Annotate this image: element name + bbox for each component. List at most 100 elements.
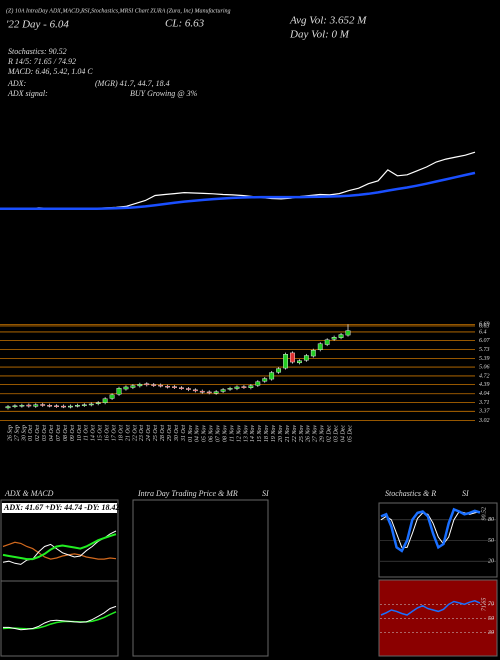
y-tick-label: 5.39	[479, 356, 490, 362]
candle-body	[269, 372, 275, 380]
x-tick-label: 24 Oct	[145, 425, 152, 441]
ma-label: '22 Day - 6.04	[6, 19, 69, 31]
candle-body	[123, 386, 129, 390]
y-tick-label: 3.02	[478, 418, 490, 424]
x-tick-label: 15 Nov	[257, 425, 263, 443]
x-tick-label: 03 Dec	[333, 425, 339, 442]
candle-body	[81, 404, 87, 406]
candle-body	[262, 378, 268, 382]
candle-body	[172, 386, 177, 388]
y-tick-label: 4.72	[479, 372, 490, 379]
candle-body	[12, 405, 18, 408]
candle-body	[26, 404, 32, 407]
x-tick-label: 26 Sep	[7, 425, 13, 441]
intraday-title: Intra Day Trading Price & MR	[137, 489, 238, 498]
candle-body	[130, 385, 136, 388]
adx-readout: ADX: 41.67 +DY: 44.74 -DY: 18.42	[3, 503, 120, 512]
y-tick-label: 5.73	[479, 347, 490, 353]
candle-body	[241, 386, 247, 388]
candle-body	[33, 404, 39, 407]
y-tick-label: 5.06	[479, 364, 490, 370]
info-signal-value: BUY Growing @ 3%	[130, 89, 198, 98]
price-line	[0, 151, 476, 210]
candle-body	[206, 391, 212, 394]
average-line	[0, 171, 476, 210]
candle-body	[303, 355, 309, 361]
candle-body	[338, 334, 344, 338]
x-tick-label: 20 Nov	[278, 425, 284, 443]
minus-di-line	[2, 541, 117, 560]
candle-body	[331, 336, 337, 340]
candle-body	[248, 385, 254, 388]
y-tick-label: 80	[488, 517, 494, 523]
x-tick-label: 08 Oct	[63, 425, 69, 441]
candle-body	[297, 360, 302, 364]
x-tick-label: 25 Nov	[299, 425, 305, 443]
candle-body	[234, 386, 240, 389]
x-tick-label: 02 Dec	[327, 425, 333, 442]
info-stochastics: Stochastics: 90.52	[8, 47, 67, 56]
stoch-k-line	[380, 507, 481, 553]
candle-body	[199, 390, 205, 393]
x-tick-label: 30 Sep	[21, 425, 27, 442]
x-tick-label: 21 Nov	[285, 425, 291, 443]
y-tick-label: 6.69	[479, 322, 490, 328]
x-tick-label: 17 Oct	[111, 425, 117, 441]
x-tick-label: 01 Oct	[28, 425, 34, 441]
x-tick-label: 19 Nov	[271, 425, 277, 443]
x-tick-label: 07 Oct	[56, 425, 62, 441]
candle-body	[54, 405, 59, 408]
stoch-frame	[378, 502, 498, 578]
candle-body	[109, 394, 115, 399]
x-tick-label: 27 Nov	[313, 425, 319, 443]
candle-body	[102, 398, 108, 403]
candle-body	[255, 381, 261, 386]
candle-body	[151, 384, 157, 386]
x-tick-label: 18 Nov	[264, 425, 270, 443]
y-tick-label: 6.07	[479, 338, 491, 344]
x-tick-label: 10 Oct	[77, 425, 83, 441]
y-tick-label: 70	[488, 602, 494, 608]
stoch-value-label: 90.52	[481, 507, 487, 521]
day-vol: Day Vol: 0 M	[289, 29, 350, 41]
x-tick-label: 31 Oct	[181, 425, 187, 442]
intraday-frame	[132, 499, 269, 657]
y-tick-label: 50	[488, 616, 494, 622]
candle-body	[290, 352, 295, 363]
readout-box	[2, 503, 117, 513]
y-tick-label: 6.4	[479, 328, 487, 335]
x-tick-label: 03 Oct	[42, 425, 48, 441]
x-tick-label: 23 Oct	[139, 425, 145, 441]
x-tick-label: 21 Oct	[125, 425, 131, 441]
x-tick-label: 11 Nov	[229, 425, 235, 442]
candle-body	[158, 384, 164, 387]
x-tick-label: 14 Nov	[249, 425, 256, 443]
y-tick-label: 6.63	[479, 323, 490, 329]
chart-title: (Z) 10A IntraDay ADX,MACD,RSI,Stochastic…	[6, 7, 230, 14]
candle-body	[61, 405, 66, 408]
x-tick-label: 11 Oct	[84, 425, 90, 441]
candle-body	[144, 383, 150, 386]
info-adx-label: ADX:	[7, 79, 27, 88]
x-tick-label: 04 Nov	[194, 425, 201, 443]
x-tick-label: 26 Nov	[306, 425, 312, 443]
candle-body	[95, 402, 101, 404]
candle-body	[186, 388, 191, 390]
x-tick-label: 06 Nov	[209, 425, 215, 443]
candle-body	[116, 388, 122, 395]
x-tick-label: 12 Nov	[236, 425, 242, 443]
candle-body	[227, 388, 233, 390]
candle-body	[345, 330, 351, 336]
y-tick-label: 30	[487, 630, 494, 636]
candle-body	[165, 385, 170, 388]
x-tick-label: 02 Oct	[35, 425, 41, 441]
plus-di-line	[2, 530, 117, 565]
x-tick-label: 15 Oct	[98, 425, 104, 441]
x-tick-label: 08 Nov	[222, 425, 228, 443]
x-tick-label: 30 Oct	[174, 425, 180, 442]
x-tick-label: 29 Nov	[320, 425, 326, 443]
adx-frame	[0, 499, 119, 657]
stoch-title-suffix: SI	[462, 489, 469, 498]
candle-body	[40, 404, 46, 406]
